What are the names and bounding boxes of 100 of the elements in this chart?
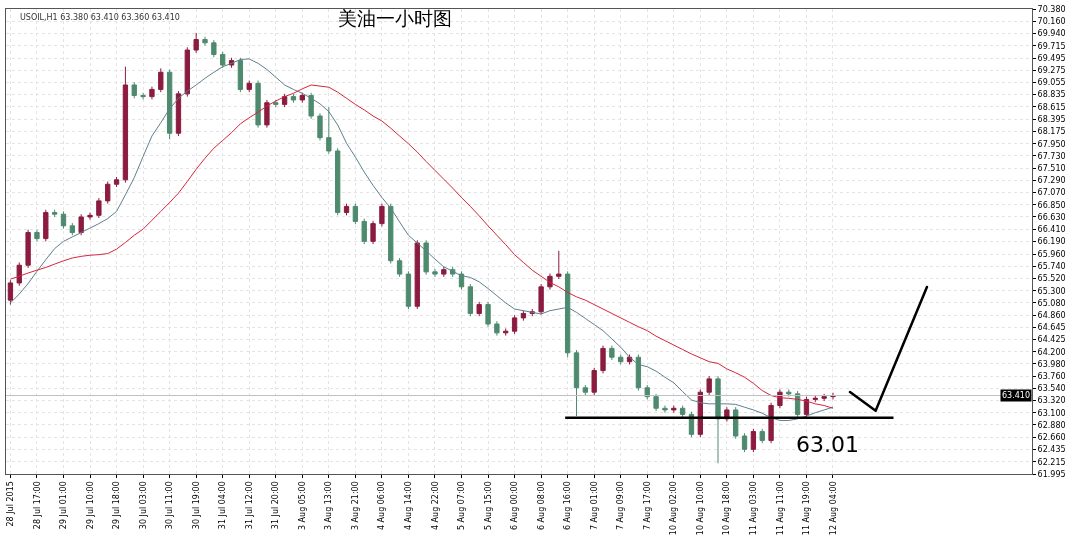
candlestick [175,90,182,137]
candlestick [432,268,438,278]
y-tick-label: 65.080 [1037,298,1066,308]
candlestick [16,261,22,287]
x-tick-label: 28 Jul 2015 [6,481,16,527]
candlestick [370,220,376,245]
y-tick-label: 64.645 [1037,322,1066,332]
candlestick [335,147,341,216]
candlestick [679,405,686,418]
x-tick-label: 11 Aug 11:00 [775,481,785,536]
y-tick-label: 66.630 [1037,212,1066,222]
x-tick-label: 12 Aug 04:00 [828,481,838,536]
x-tick-label: 29 Jul 10:00 [85,481,95,530]
y-tick-label: 63.100 [1037,408,1066,418]
candlestick [485,301,491,328]
candlestick [741,432,748,453]
y-tick-label: 63.760 [1037,371,1066,381]
candlestick [750,428,757,453]
candlestick [564,270,571,358]
candlestick [237,57,244,93]
y-tick-label: 63.540 [1037,384,1066,394]
y-tick-label: 64.860 [1037,310,1066,320]
candlestick [423,239,429,276]
y-tick-label: 67.510 [1037,163,1066,173]
x-tick-label: 10 Aug 10:00 [695,481,705,536]
candlestick [78,213,84,236]
x-tick-label: 6 Aug 16:00 [563,481,573,531]
y-tick-label: 69.275 [1037,66,1066,76]
y-tick-label: 63.980 [1037,359,1066,369]
candlestick [211,39,217,58]
candlestick [644,384,650,400]
y-tick-label: 66.850 [1037,200,1066,210]
y-tick-label: 68.615 [1037,102,1066,112]
candlestick [317,112,323,141]
candlestick [184,46,190,98]
y-tick-label: 66.410 [1037,224,1066,234]
candlestick [193,32,199,54]
candlestick [87,212,93,221]
annotation: USOIL,H1 63.380 63.410 63.360 63.410 [20,13,180,22]
candlestick [768,402,774,444]
x-tick-label: 3 Aug 13:00 [324,481,334,531]
y-tick-label: 64.200 [1037,347,1066,357]
y-tick-label: 65.960 [1037,249,1066,259]
candlestick [573,349,580,417]
candlestick [96,197,102,219]
candlestick [352,203,359,225]
y-tick-label: 68.395 [1037,114,1066,124]
candlestick [255,80,261,129]
x-tick-label: 4 Aug 06:00 [377,481,387,531]
x-tick-label: 30 Jul 11:00 [165,481,175,530]
candlestick [706,375,712,396]
x-tick-label: 5 Aug 15:00 [483,481,493,531]
x-tick-label: 3 Aug 21:00 [350,481,360,531]
y-tick-label: 67.730 [1037,151,1066,161]
candlestick [538,283,544,316]
candlestick [618,353,624,365]
x-tick-label: 3 Aug 05:00 [297,481,307,531]
candlestick [405,270,412,310]
candlestick [388,203,394,265]
chart-title: 美油一小时图 [338,6,453,29]
candlestick [759,428,765,444]
candlestick [361,218,367,245]
candlestick [308,92,314,120]
candlestick [149,86,155,100]
candlestick [113,176,120,188]
y-tick-label: 70.160 [1037,17,1066,26]
candlestick [299,92,305,104]
candlestick [396,257,403,278]
x-tick-label: 31 Jul 12:00 [244,481,254,530]
y-tick-label: 67.950 [1037,139,1066,149]
candlestick [520,310,527,322]
y-tick-label: 63.320 [1037,396,1066,406]
candlestick [43,209,49,242]
candlestick [166,68,173,140]
x-tick-label: 4 Aug 22:00 [430,481,440,531]
y-tick-label: 64.425 [1037,335,1066,345]
x-tick-label: 5 Aug 07:00 [457,481,467,531]
candlestick [326,106,332,155]
candlestick [591,367,597,396]
candlestick [786,388,792,398]
x-tick-label: 28 Jul 17:00 [32,481,42,530]
candlestick [25,229,31,269]
candlestick [556,250,562,280]
y-tick-label: 68.175 [1037,127,1066,137]
candlestick [69,222,75,236]
x-tick-label: 6 Aug 08:00 [536,481,546,531]
candlestick [105,180,111,205]
candlestick [51,209,58,218]
x-tick-label: 29 Jul 01:00 [59,481,69,530]
ref-line-label: 63.410 [1002,391,1030,400]
x-tick-label: 7 Aug 17:00 [642,481,652,531]
candlestick [290,93,297,104]
candlestick [653,393,659,412]
candlestick [343,203,350,216]
candlestick [34,229,40,242]
y-tick-label: 62.435 [1037,445,1066,455]
ref-line-label: 63.01 [796,432,859,457]
y-tick-label: 66.190 [1037,237,1066,247]
candlestick [494,320,500,337]
candlestick [158,67,164,93]
